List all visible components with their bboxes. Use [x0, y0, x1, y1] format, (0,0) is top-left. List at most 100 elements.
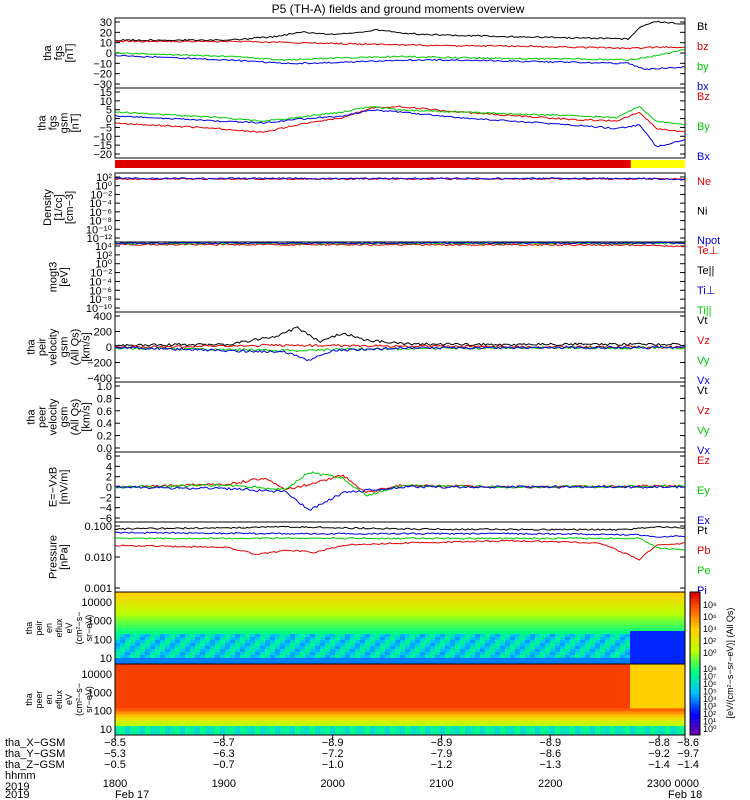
spec-cell	[290, 675, 296, 680]
spec-cell	[420, 690, 426, 694]
spec-cell	[490, 711, 496, 715]
spec-cell	[170, 655, 176, 659]
spec-cell	[265, 675, 271, 680]
spec-cell	[225, 681, 231, 686]
spec-cell	[250, 681, 256, 686]
spec-cell	[390, 684, 396, 689]
spec-cell	[280, 610, 286, 614]
spec-cell	[430, 693, 436, 697]
spec-cell	[165, 664, 171, 668]
spec-cell	[490, 598, 496, 602]
spec-cell	[210, 592, 216, 596]
spec-cell	[180, 619, 186, 623]
spec-cell	[560, 619, 566, 623]
spec-cell	[310, 598, 316, 602]
spec-cell	[170, 640, 176, 644]
spec-cell	[440, 595, 446, 599]
spec-cell	[505, 720, 511, 724]
spec-cell	[200, 601, 206, 605]
spec-cell	[115, 613, 121, 617]
spec-cell	[445, 684, 451, 689]
spec-cell	[180, 634, 186, 638]
spec-cell	[480, 678, 486, 683]
spec-cell	[340, 696, 346, 700]
spec-cell	[660, 619, 666, 623]
spec-cell	[420, 664, 426, 668]
spec-cell	[440, 729, 446, 733]
spec-cell	[295, 631, 301, 635]
spec-cell	[175, 592, 181, 596]
spec-cell	[465, 655, 471, 659]
spec-cell	[540, 598, 546, 602]
spec-cell	[445, 628, 451, 632]
spec-cell	[505, 717, 511, 721]
spec-cell	[270, 655, 276, 659]
spec-cell	[475, 666, 481, 671]
spec-cell	[145, 649, 151, 653]
spec-cell	[415, 687, 421, 692]
spec-cell	[450, 678, 456, 683]
spec-cell	[460, 622, 466, 626]
spec-cell	[450, 711, 456, 715]
spec-cell	[315, 711, 321, 715]
legend-Vt: Vt	[697, 315, 707, 327]
spec-cell	[340, 681, 346, 686]
spec-cell	[500, 702, 506, 706]
spec-cell	[250, 732, 256, 736]
spec-cell	[505, 592, 511, 596]
spec-cell	[360, 690, 366, 694]
spec-cell	[115, 622, 121, 626]
spec-cell	[585, 628, 591, 632]
spec-cell	[385, 672, 391, 677]
spec-cell	[410, 649, 416, 653]
spec-cell	[550, 658, 556, 662]
spec-cell	[620, 631, 626, 635]
spec-cell	[435, 625, 441, 629]
spec-cell	[310, 652, 316, 656]
spec-cell	[435, 601, 441, 605]
spec-cell	[135, 634, 141, 638]
spec-cell	[220, 678, 226, 683]
spec-cell	[585, 592, 591, 596]
spec-cell	[360, 616, 366, 620]
spec-cell	[125, 604, 131, 608]
spec-cell	[405, 696, 411, 700]
spec-cell	[120, 646, 126, 650]
spec-cell	[350, 711, 356, 715]
spec-cell	[365, 598, 371, 602]
spec-cell	[525, 655, 531, 659]
spec-cell	[510, 595, 516, 599]
spec-cell	[315, 732, 321, 736]
spec-cell	[170, 702, 176, 706]
spec-cell	[515, 664, 521, 668]
spec-cell	[380, 720, 386, 724]
spec-cell	[115, 661, 121, 665]
spec-cell	[275, 687, 281, 692]
spec-cell	[290, 681, 296, 686]
spec-cell	[255, 717, 261, 721]
spec-cell	[295, 607, 301, 611]
spec-cell	[170, 595, 176, 599]
spec-cell	[130, 711, 136, 715]
spec-cell	[505, 672, 511, 677]
ylabel-temperature: mogt3 [eV]	[48, 262, 71, 293]
spec-cell	[490, 717, 496, 721]
spec-cell	[130, 652, 136, 656]
spec-cell	[565, 625, 571, 629]
spec-cell	[250, 595, 256, 599]
spec-cell	[150, 655, 156, 659]
spec-cell	[430, 637, 436, 641]
spec-cell	[545, 604, 551, 608]
spec-cell	[220, 681, 226, 686]
spec-cell	[285, 669, 291, 674]
ylabel-efield: E=−VxB [mV/m]	[48, 467, 71, 507]
spec-cell	[235, 708, 241, 712]
spec-cell	[310, 711, 316, 715]
spec-cell	[380, 604, 386, 608]
spec-cell	[490, 592, 496, 596]
spec-cell	[180, 669, 186, 674]
spec-cell	[560, 622, 566, 626]
spec-cell	[295, 658, 301, 662]
spec-cell	[115, 592, 121, 596]
spec-cell	[190, 592, 196, 596]
